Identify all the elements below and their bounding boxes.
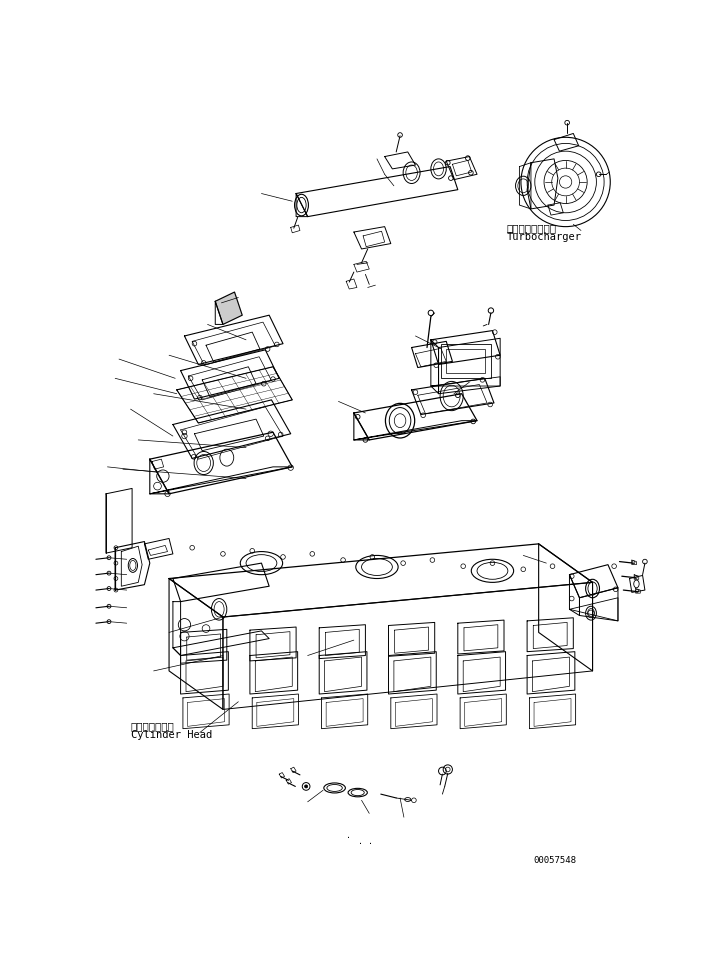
Text: ターボチャージャ: ターボチャージャ <box>506 222 557 233</box>
Text: 00057548: 00057548 <box>534 855 576 865</box>
Bar <box>446 349 484 373</box>
Bar <box>441 344 491 379</box>
Text: .: . <box>346 831 351 840</box>
Text: シリンダヘッド: シリンダヘッド <box>131 721 174 731</box>
Text: Cylinder Head: Cylinder Head <box>131 730 212 740</box>
Text: . .: . . <box>357 837 373 847</box>
Polygon shape <box>215 292 242 324</box>
Circle shape <box>305 785 308 787</box>
Text: Turbocharger: Turbocharger <box>506 232 581 242</box>
Circle shape <box>560 176 572 188</box>
